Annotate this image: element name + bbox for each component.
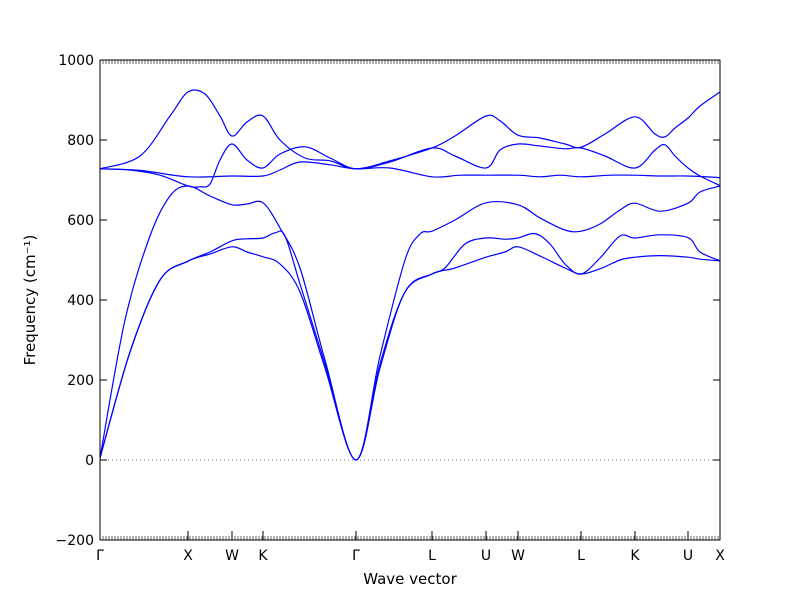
y-tick-label: 400: [67, 293, 94, 309]
x-tick-label: Γ: [96, 548, 104, 564]
x-axis-label: Wave vector: [363, 570, 457, 588]
series-group: [99, 89, 721, 461]
minor-ticks: [99, 60, 719, 540]
x-tick-label: X: [715, 548, 725, 564]
y-axis-label: Frequency (cm⁻¹): [21, 235, 39, 366]
x-tick-label: L: [577, 548, 585, 564]
x-tick-label: W: [511, 548, 525, 564]
x-tick-label: K: [630, 548, 640, 564]
x-tick-label: K: [258, 548, 268, 564]
plot-area: [100, 60, 720, 540]
x-tick-label: U: [481, 548, 491, 564]
series-line-3: [99, 185, 721, 461]
series-line-2: [99, 230, 721, 461]
y-tick-label: 600: [67, 213, 94, 229]
y-tick-label: −200: [56, 533, 94, 549]
series-line-5: [99, 161, 721, 179]
x-tick-label: U: [683, 548, 693, 564]
y-tick-label: 0: [85, 453, 94, 469]
x-tick-label: X: [183, 548, 193, 564]
x-tick-label: L: [428, 548, 436, 564]
x-tick-label: W: [225, 548, 239, 564]
y-tick-label: 800: [67, 133, 94, 149]
x-tick-label: Γ: [352, 548, 360, 564]
y-tick-label: 200: [67, 373, 94, 389]
y-tick-label: 1000: [58, 53, 94, 69]
y-axis-ticks: −200 0 200 400 600 800 1000: [56, 53, 720, 549]
series-line-6: [99, 89, 721, 170]
